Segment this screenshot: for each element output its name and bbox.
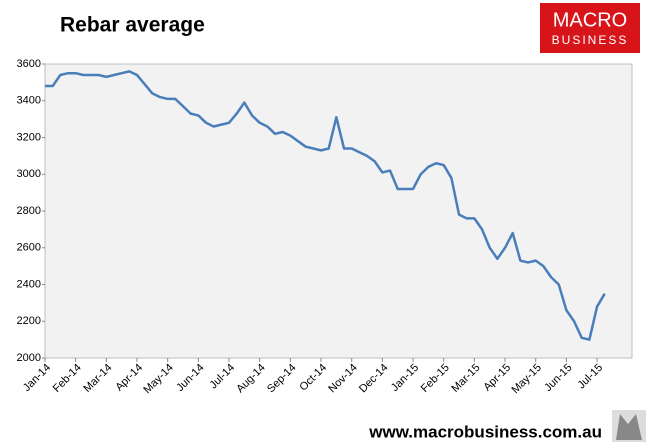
x-tick-label: Jul-15	[576, 362, 606, 392]
plot-area	[44, 63, 633, 359]
x-tick-label: Jan-14	[21, 362, 53, 394]
x-tick-label: Oct-14	[297, 362, 329, 394]
x-tick-label: Jun-15	[542, 362, 574, 394]
x-tick-label: Nov-14	[326, 362, 360, 396]
x-tick-label: Mar-14	[81, 362, 114, 395]
x-tick-label: Aug-14	[234, 362, 268, 396]
logo-text: MACRO	[553, 9, 627, 31]
logo-box	[540, 3, 640, 53]
x-tick-label: Jan-15	[389, 362, 421, 394]
x-tick-label: Jun-14	[174, 362, 206, 394]
x-tick-label: Mar-15	[449, 362, 482, 395]
x-tick-label: Apr-15	[481, 362, 513, 394]
x-tick-label: Feb-15	[419, 362, 452, 395]
chart-title: Rebar average	[60, 14, 205, 37]
y-tick-label: 2000	[17, 352, 41, 364]
line	[45, 70, 606, 341]
y-tick-label: 3200	[17, 131, 41, 143]
y-tick-label: 3400	[17, 95, 41, 107]
x-tick-label: Apr-14	[113, 362, 145, 394]
y-tick-label: 3600	[17, 58, 41, 70]
x-tick-label: May-14	[141, 362, 175, 396]
wolf-icon	[612, 410, 646, 442]
x-tick-label: Jul-14	[208, 362, 238, 392]
source: www.macrobusiness.com.au	[368, 422, 602, 441]
y-tick-label: 2200	[17, 315, 41, 327]
y-tick-label: 2600	[17, 242, 41, 254]
x-tick-label: Dec-14	[357, 362, 391, 396]
y-tick-label: 2400	[17, 278, 41, 290]
x-tick-label: Sep-14	[265, 362, 299, 396]
x-tick-label: May-15	[509, 362, 543, 396]
y-tick-label: 3000	[17, 168, 41, 180]
y-tick-label: 2800	[17, 205, 41, 217]
logo-text: BUSINESS	[552, 33, 629, 47]
x-tick-label: Feb-14	[51, 362, 84, 395]
